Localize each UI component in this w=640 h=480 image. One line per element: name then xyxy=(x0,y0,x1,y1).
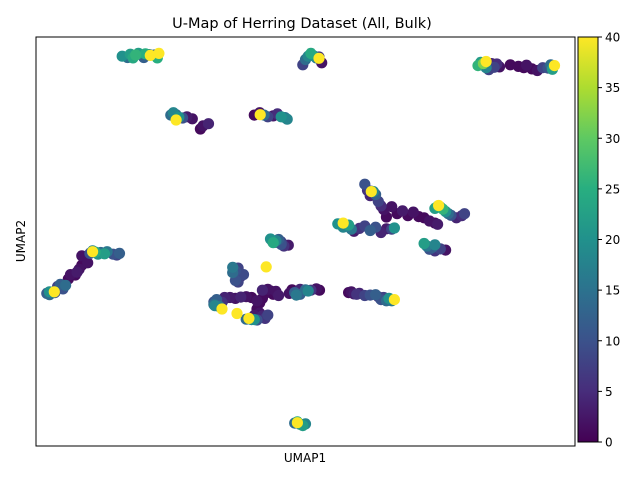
data-point xyxy=(144,49,156,62)
data-point xyxy=(302,285,314,297)
data-point xyxy=(251,295,263,307)
data-point xyxy=(87,246,99,258)
data-point xyxy=(254,109,266,121)
data-point xyxy=(130,49,142,61)
data-point xyxy=(275,111,287,123)
data-point xyxy=(216,303,228,315)
colorbar-tick-label: 10 xyxy=(605,334,620,348)
data-point xyxy=(313,52,325,64)
data-point xyxy=(170,114,182,126)
data-point xyxy=(480,55,492,68)
colorbar-ticks: 0 5 10 15 20 25 30 35 40 xyxy=(598,31,620,450)
colorbar-tick-label: 20 xyxy=(605,233,620,247)
colorbar-tick-label: 35 xyxy=(605,81,620,95)
x-axis-label: UMAP1 xyxy=(284,451,326,465)
data-point xyxy=(432,218,444,230)
data-point xyxy=(364,224,376,237)
data-point xyxy=(458,208,471,220)
colorbar-tick-label: 40 xyxy=(605,31,620,45)
data-point xyxy=(388,222,400,234)
data-point xyxy=(290,289,302,301)
data-point xyxy=(113,247,126,259)
colorbar-tick-label: 15 xyxy=(605,284,620,298)
data-point xyxy=(418,237,430,250)
data-point xyxy=(365,186,377,198)
data-point xyxy=(488,61,500,73)
colorbar-tick-label: 5 xyxy=(605,385,613,399)
colorbar-gradient xyxy=(578,37,598,442)
data-point xyxy=(202,118,215,130)
data-point xyxy=(98,248,111,260)
data-point xyxy=(548,60,561,72)
data-point xyxy=(260,261,272,273)
data-point xyxy=(256,284,268,296)
data-point xyxy=(243,312,255,324)
scatter-points xyxy=(41,47,561,432)
data-point xyxy=(60,279,72,291)
data-point xyxy=(429,239,441,251)
data-point xyxy=(153,47,165,60)
colorbar: 0 5 10 15 20 25 30 35 40 xyxy=(577,31,620,450)
data-point xyxy=(48,286,60,298)
data-point xyxy=(396,205,409,217)
data-point xyxy=(370,289,382,301)
data-point xyxy=(291,417,303,429)
data-point xyxy=(71,266,83,278)
colorbar-tick-label: 0 xyxy=(605,436,613,450)
data-point xyxy=(82,257,94,269)
data-point xyxy=(407,206,419,218)
data-point xyxy=(262,309,274,321)
data-point xyxy=(235,291,247,303)
data-point xyxy=(273,289,285,302)
chart-title: U-Map of Herring Dataset (All, Bulk) xyxy=(172,16,432,32)
plot-area-frame xyxy=(35,36,576,447)
data-point xyxy=(520,59,533,71)
y-axis-label: UMAP2 xyxy=(14,220,28,262)
data-point xyxy=(433,199,445,212)
data-point xyxy=(227,261,239,273)
data-point xyxy=(388,294,400,306)
data-point xyxy=(305,47,317,60)
colorbar-tick-label: 25 xyxy=(605,182,620,196)
data-point xyxy=(267,237,279,249)
colorbar-tick-label: 30 xyxy=(605,132,620,146)
data-point xyxy=(231,307,243,320)
data-point xyxy=(386,201,398,213)
data-point xyxy=(337,217,349,229)
